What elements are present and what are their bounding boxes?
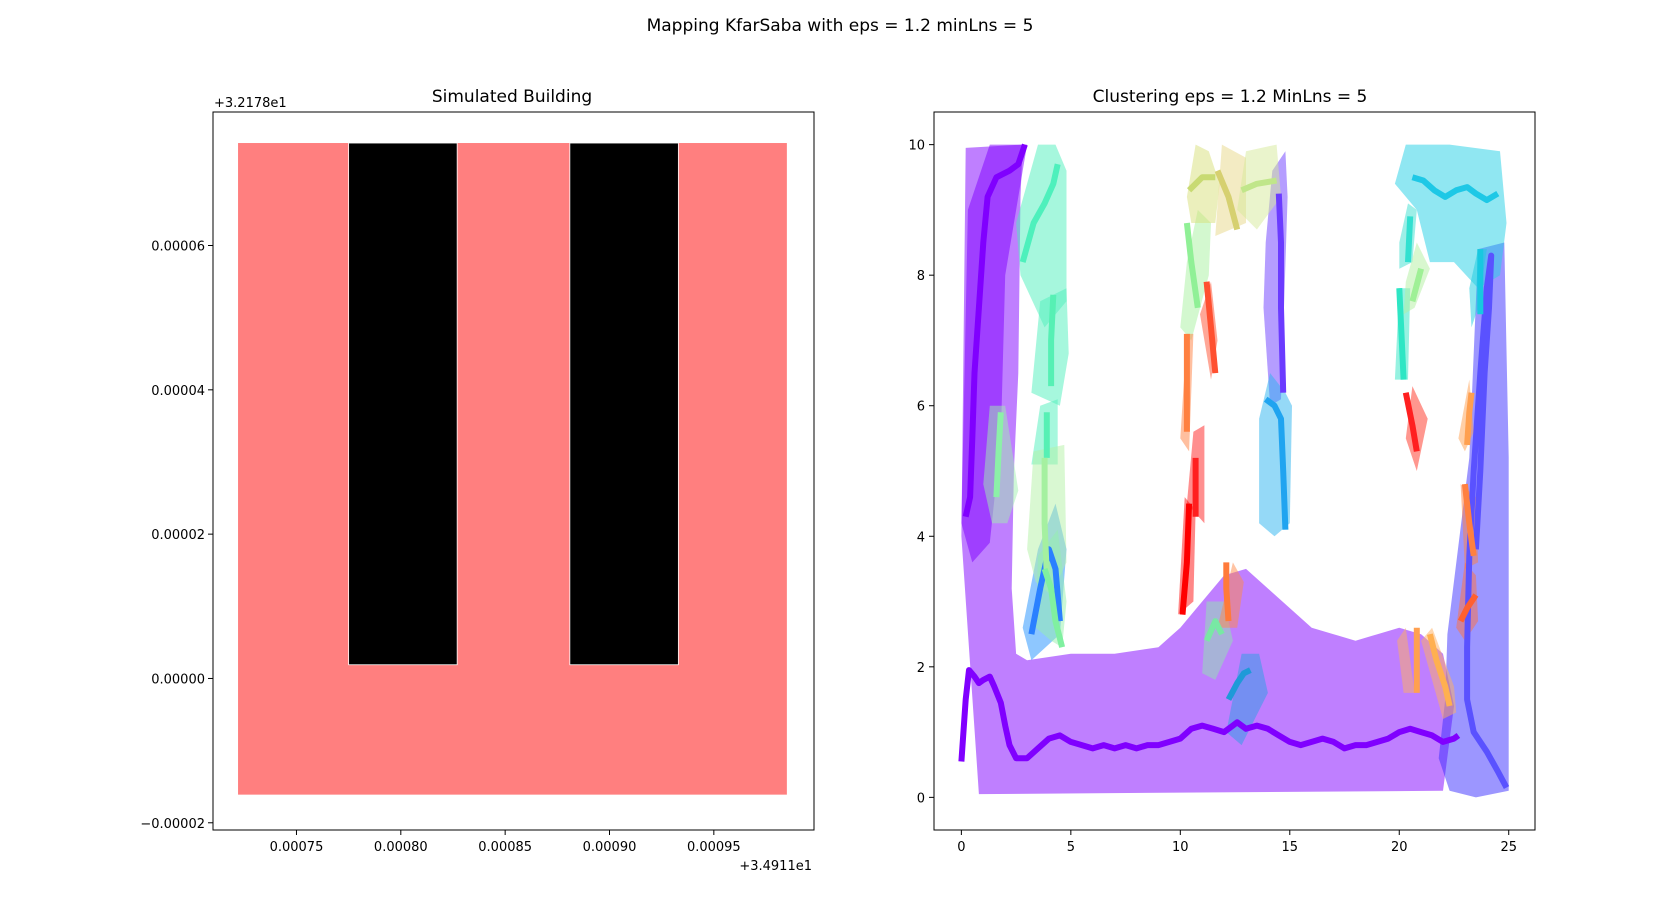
y-tick-label: 4: [917, 530, 925, 545]
region-wall: [348, 142, 458, 666]
x-tick-label: 25: [1500, 840, 1517, 855]
y-tick-label: 8: [917, 269, 925, 284]
y-tick-label: 6: [917, 400, 925, 415]
region-floor: [238, 143, 787, 795]
cluster-hull: [1217, 562, 1244, 628]
x-tick-label: 0.00075: [270, 840, 324, 855]
clustering-chart: Clustering eps = 1.2 MinLns = 5 0 5 10 15 20…: [908, 87, 1536, 855]
x-tick-label: 0.00080: [374, 840, 428, 855]
cluster-trajectory: [1396, 288, 1407, 380]
cluster-trajectory: [1464, 392, 1475, 446]
cluster-trajectory: [958, 667, 1461, 762]
y-tick-label: 0.00004: [151, 384, 205, 399]
clustering-plot-area: [933, 111, 1536, 831]
y-tick-label: 0.00006: [151, 239, 205, 254]
cluster-trajectory: [993, 412, 1004, 498]
building-chart-title: Simulated Building: [432, 87, 592, 107]
cluster-hull: [961, 144, 1028, 563]
cluster-trajectory: [1457, 593, 1479, 623]
building-axis-ticks: 0.00075 0.00080 0.00085 0.00090 0.00095 −0.00…: [140, 239, 740, 855]
building-y-offset-label: +3.2178e1: [214, 96, 287, 111]
x-tick-label: 20: [1391, 840, 1408, 855]
cluster-trajectory: [1048, 294, 1057, 387]
y-tick-label: −0.00002: [140, 817, 205, 832]
cluster-hull: [1016, 144, 1067, 328]
cluster-trajectory: [1461, 483, 1477, 557]
cluster-trajectory: [1240, 177, 1278, 194]
cluster-trajectory: [1223, 562, 1232, 622]
y-tick-label: 0.00000: [151, 672, 205, 687]
cluster-trajectory: [1464, 252, 1510, 790]
clustering-plot-frame: [933, 111, 1536, 831]
building-x-offset-label: +3.4911e1: [739, 859, 812, 874]
cluster-trajectory: [1019, 163, 1061, 263]
clustering-chart-title: Clustering eps = 1.2 MinLns = 5: [1093, 87, 1368, 107]
clustering-axis-ticks: 0 5 10 15 20 25 0 2 4 6 8 10: [908, 139, 1517, 855]
y-tick-label: 0: [917, 791, 925, 806]
building-chart: Simulated Building +3.2178e1 +3.4911e1 0…: [140, 87, 815, 874]
cluster-hull: [1397, 627, 1415, 693]
cluster-trajectory: [1405, 216, 1414, 263]
x-tick-label: 0: [957, 840, 965, 855]
cluster-hull: [1186, 144, 1220, 223]
cluster-trajectory: [1203, 618, 1225, 642]
cluster-trajectory: [1183, 222, 1201, 309]
cluster-trajectory: [1275, 193, 1287, 393]
x-tick-label: 0.00085: [478, 840, 532, 855]
x-tick-label: 15: [1282, 840, 1299, 855]
cluster-trajectory: [1409, 267, 1424, 303]
x-tick-label: 0.00095: [687, 840, 741, 855]
building-plot-area: [212, 111, 815, 831]
cluster-hull: [1237, 144, 1281, 230]
cluster-trajectory: [1041, 567, 1066, 648]
region-wall: [569, 142, 679, 666]
cluster-trajectory: [1214, 169, 1241, 231]
x-tick-label: 10: [1172, 840, 1189, 855]
y-tick-label: 0.00002: [151, 528, 205, 543]
cluster-trajectory: [1028, 546, 1063, 635]
cluster-trajectory: [1041, 457, 1050, 576]
cluster-trajectory: [1186, 174, 1216, 193]
figure-suptitle: Mapping KfarSaba with eps = 1.2 minLns =…: [647, 16, 1034, 36]
cluster-trajectory: [1402, 392, 1420, 452]
building-plot-frame: [212, 111, 815, 831]
cluster-hull: [1215, 144, 1246, 236]
cluster-trajectory: [1263, 396, 1289, 530]
x-tick-label: 5: [1067, 840, 1075, 855]
cluster-trajectory: [1225, 667, 1252, 701]
cluster-trajectory: [1179, 503, 1193, 615]
cluster-trajectory: [1426, 633, 1453, 707]
cluster-trajectory: [1203, 281, 1219, 374]
y-tick-label: 2: [917, 661, 925, 676]
cluster-trajectory: [1411, 174, 1500, 204]
y-tick-label: 10: [908, 139, 925, 154]
cluster-trajectory: [962, 143, 1028, 518]
x-tick-label: 0.00090: [583, 840, 637, 855]
